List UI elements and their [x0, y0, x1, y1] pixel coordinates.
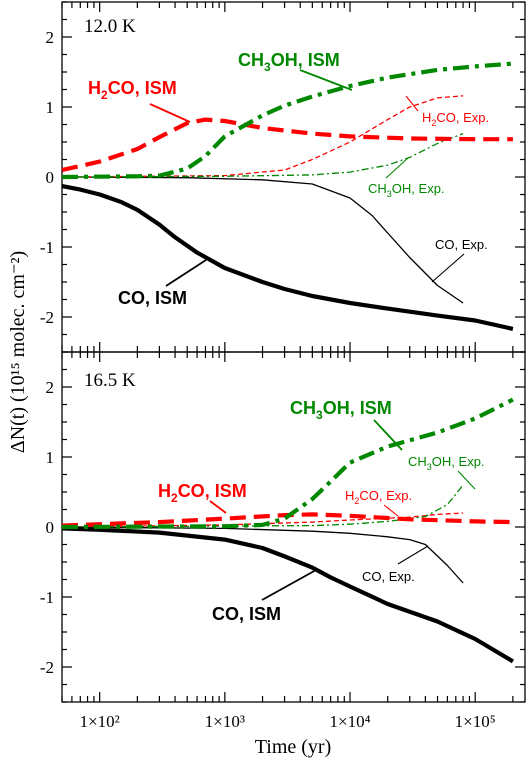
annotation-h2co-exp: H2CO, Exp. — [422, 110, 489, 128]
y-tick-label: -1 — [40, 588, 54, 607]
annotation-leader — [299, 69, 353, 91]
annotation-leader — [165, 259, 207, 287]
annotation-leader — [373, 419, 403, 451]
series-ch3oh-exp — [61, 484, 464, 528]
annotation-ch3oh-ism: CH3OH, ISM — [290, 398, 392, 422]
series-co-ism — [61, 184, 514, 331]
series-co-exp — [61, 526, 464, 584]
annotation-leader — [397, 545, 429, 565]
annotation-leader — [149, 103, 191, 123]
annotation-h2co-ism: H2CO, ISM — [88, 78, 177, 102]
annotation-co-ism: CO, ISM — [212, 604, 281, 624]
annotation-leader — [261, 569, 317, 601]
y-axis-title: ΔN(t) (10¹⁵ molec. cm⁻²) — [7, 251, 29, 453]
y-tick-label: 0 — [46, 518, 55, 537]
annotation-leader — [405, 95, 419, 112]
panel-16K: -2 -1 0 1 2 CH3OH, ISM H2CO, ISM CH3OH, Exp. H2… — [40, 351, 526, 703]
ticks-top: -2 -1 0 1 2 — [40, 1, 525, 353]
annotation-ch3oh-exp: CH3OH, Exp. — [368, 181, 445, 199]
x-tick-labels: 1×10² 1×10³ 1×10⁴ 1×10⁵ — [80, 712, 496, 731]
annotation-ch3oh-ism: CH3OH, ISM — [238, 50, 340, 74]
annotations-bottom: CH3OH, ISM H2CO, ISM CH3OH, Exp. H2CO, Exp.… — [158, 398, 485, 624]
annotation-co-exp: CO, Exp. — [435, 237, 488, 252]
y-tick-label: -2 — [40, 658, 54, 677]
x-tick-label: 1×10² — [80, 712, 120, 731]
annotation-leader — [457, 470, 476, 490]
y-tick-label: 2 — [46, 378, 55, 397]
annotation-co-ism: CO, ISM — [118, 288, 187, 308]
annotation-leader — [209, 500, 227, 514]
annotation-leader — [383, 504, 399, 517]
ticks-bottom: -2 -1 0 1 2 — [40, 351, 525, 703]
x-axis-title: Time (yr) — [255, 736, 331, 758]
series-bottom — [61, 397, 514, 664]
y-tick-label: 0 — [46, 168, 55, 187]
annotations-top: CH3OH, ISM H2CO, ISM H2CO, Exp. CH3OH, Exp.… — [88, 50, 489, 308]
series-co-exp — [61, 176, 464, 304]
annotation-ch3oh-exp: CH3OH, Exp. — [408, 454, 485, 472]
series-top — [61, 61, 514, 331]
y-tick-label: 1 — [46, 448, 55, 467]
y-tick-label: 1 — [46, 98, 55, 117]
annotation-co-exp: CO, Exp. — [362, 569, 415, 584]
series-h2co-ism — [61, 117, 513, 173]
y-tick-label: -1 — [40, 238, 54, 257]
panel-label-bottom: 16.5 K — [84, 370, 136, 391]
annotation-h2co-ism: H2CO, ISM — [158, 481, 247, 505]
x-tick-label: 1×10⁵ — [455, 712, 496, 731]
annotation-leader — [385, 157, 409, 179]
series-ch3oh-ism — [61, 61, 514, 180]
series-ch3oh-exp — [61, 132, 464, 178]
y-tick-label: 2 — [46, 28, 55, 47]
x-tick-label: 1×10⁴ — [330, 712, 371, 731]
series-co-ism — [61, 526, 514, 664]
x-tick-label: 1×10³ — [205, 712, 245, 731]
annotation-h2co-exp: H2CO, Exp. — [345, 488, 412, 506]
annotation-leader — [431, 253, 465, 283]
panel-label-top: 12.0 K — [84, 16, 136, 37]
y-tick-label: -2 — [40, 308, 54, 327]
